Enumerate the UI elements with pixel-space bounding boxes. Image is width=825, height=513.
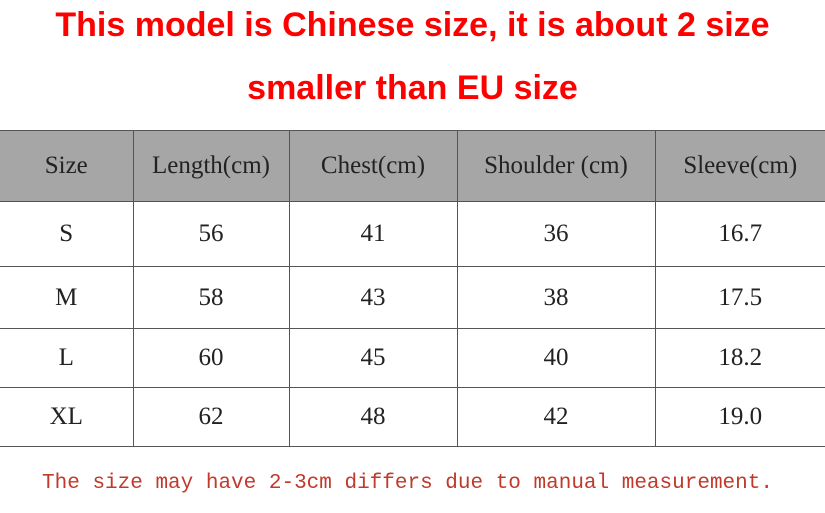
table-cell: 16.7 (654, 201, 825, 267)
table-cell: 19.0 (654, 387, 825, 447)
table-cell: 17.5 (654, 266, 825, 329)
table-row: S 56 41 36 16.7 (0, 201, 825, 267)
table-cell: 45 (288, 328, 458, 388)
column-header: Shoulder (cm) (456, 130, 656, 202)
table-row: M 58 43 38 17.5 (0, 266, 825, 329)
table-cell: 56 (132, 201, 290, 267)
header-row: Size Length(cm) Chest(cm) Shoulder (cm) Slee… (0, 130, 825, 202)
column-header: Sleeve(cm) (654, 130, 825, 202)
size-table: Size Length(cm) Chest(cm) Shoulder (cm) Slee… (0, 130, 825, 447)
column-header: Chest(cm) (288, 130, 458, 202)
table-row: XL 62 48 42 19.0 (0, 387, 825, 447)
table-cell: S (0, 201, 134, 267)
footnote: The size may have 2-3cm differs due to m… (42, 472, 773, 495)
table-cell: 18.2 (654, 328, 825, 388)
table-cell: 42 (456, 387, 656, 447)
table-body: S 56 41 36 16.7 M 58 43 38 17.5 L 60 45 40 18.2 XL 62 48 4… (0, 201, 825, 447)
table-cell: 60 (132, 328, 290, 388)
column-header: Size (0, 130, 134, 202)
table-cell: XL (0, 387, 134, 447)
table-cell: 41 (288, 201, 458, 267)
column-header: Length(cm) (132, 130, 290, 202)
table-cell: 38 (456, 266, 656, 329)
table-cell: L (0, 328, 134, 388)
table-cell: 58 (132, 266, 290, 329)
table-cell: 40 (456, 328, 656, 388)
table-cell: 36 (456, 201, 656, 267)
table-cell: 48 (288, 387, 458, 447)
title-line: smaller than EU size (247, 69, 578, 107)
table-cell: 43 (288, 266, 458, 329)
table-cell: M (0, 266, 134, 329)
table-cell: 62 (132, 387, 290, 447)
table-row: L 60 45 40 18.2 (0, 328, 825, 388)
title-line: This model is Chinese size, it is about … (55, 6, 770, 44)
